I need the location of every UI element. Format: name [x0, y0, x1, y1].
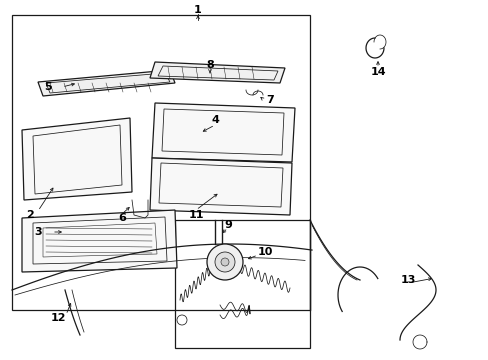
- Circle shape: [215, 252, 235, 272]
- Circle shape: [206, 244, 243, 280]
- Text: 10: 10: [257, 247, 272, 257]
- Polygon shape: [22, 118, 132, 200]
- Polygon shape: [22, 210, 177, 272]
- Text: 4: 4: [211, 115, 219, 125]
- Text: 14: 14: [369, 67, 385, 77]
- Polygon shape: [152, 103, 294, 162]
- Polygon shape: [150, 158, 291, 215]
- Text: 2: 2: [26, 210, 34, 220]
- Text: 5: 5: [44, 82, 52, 92]
- Text: 11: 11: [188, 210, 203, 220]
- Text: 7: 7: [265, 95, 273, 105]
- Polygon shape: [38, 70, 175, 96]
- Text: 1: 1: [194, 5, 202, 15]
- Text: 3: 3: [34, 227, 42, 237]
- Text: 6: 6: [118, 213, 126, 223]
- Polygon shape: [150, 62, 285, 83]
- Text: 9: 9: [224, 220, 231, 230]
- Text: 12: 12: [50, 313, 65, 323]
- Text: 13: 13: [400, 275, 415, 285]
- Text: 8: 8: [206, 60, 213, 70]
- Circle shape: [221, 258, 228, 266]
